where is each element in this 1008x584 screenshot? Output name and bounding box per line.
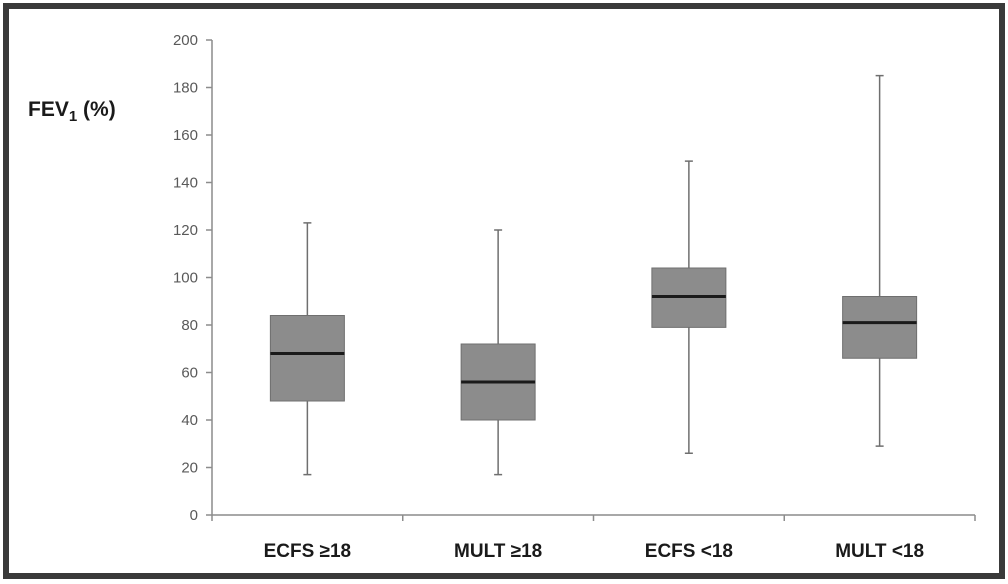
y-tick-label: 140 <box>173 175 198 192</box>
y-axis-label: FEV1 (%) <box>28 98 116 125</box>
y-axis-label-main: FEV <box>28 98 69 121</box>
y-tick-label: 100 <box>173 270 198 287</box>
y-tick-label: 160 <box>173 127 198 144</box>
y-axis-label-suffix: (%) <box>77 98 116 121</box>
box-group <box>842 74 918 447</box>
box-iqr <box>269 315 345 402</box>
y-tick-label: 200 <box>173 32 198 49</box>
y-tick-label: 40 <box>181 412 198 429</box>
y-tick-label: 20 <box>181 460 198 477</box>
y-axis-label-subscript: 1 <box>69 108 77 125</box>
y-tick-label: 0 <box>190 507 198 524</box>
box-group <box>460 229 536 476</box>
box-iqr <box>842 296 918 359</box>
y-tick-label: 120 <box>173 222 198 239</box>
y-tick-label: 180 <box>173 80 198 97</box>
y-tick-label: 60 <box>181 365 198 382</box>
axes: 0 20 40 60 80 100 120 140 160 180 200 ECFS ≥18 MULT … <box>173 32 976 562</box>
x-category-label: ECFS <18 <box>645 541 733 562</box>
boxes <box>269 74 918 476</box>
x-category-label: MULT <18 <box>835 541 924 562</box>
y-tick-label: 80 <box>181 317 198 334</box>
chart-frame <box>3 3 1005 579</box>
x-category-label: ECFS ≥18 <box>264 541 352 562</box>
box-group <box>269 222 345 476</box>
x-category-label: MULT ≥18 <box>454 541 542 562</box>
box-group <box>651 160 727 454</box>
